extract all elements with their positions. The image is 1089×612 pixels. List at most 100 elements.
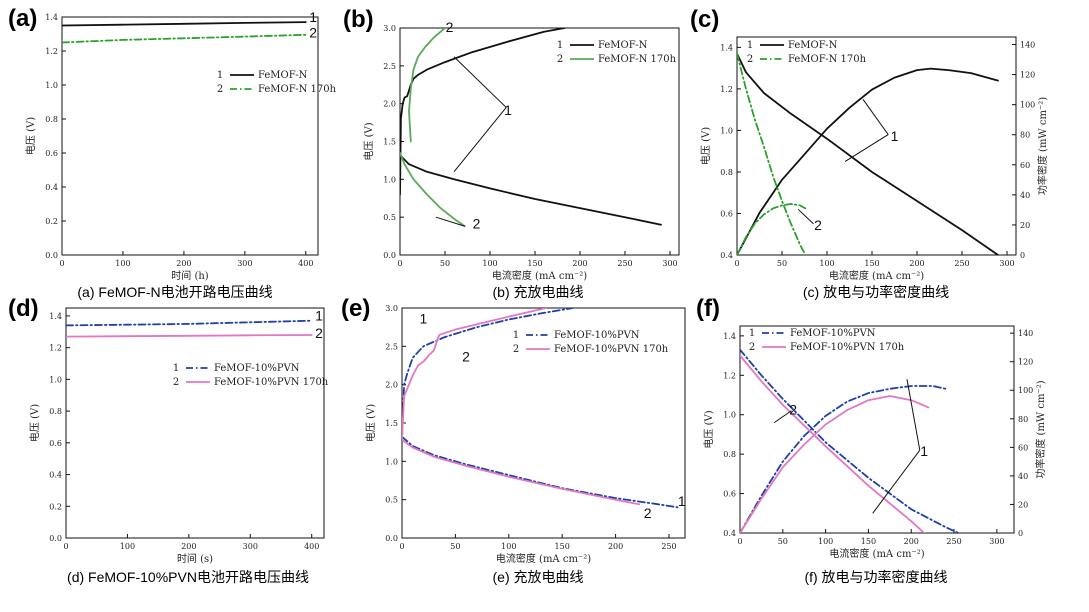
y2-tick-label: 0: [1020, 251, 1025, 260]
legend-label: FeMOF-10%PVN 170h: [214, 377, 329, 388]
series-line-1-0: [66, 319, 313, 327]
panel-letter: (a): [8, 5, 37, 32]
x-tick-label: 200: [176, 259, 191, 268]
series-line-1-0: [737, 52, 999, 255]
annotation-leader: [435, 216, 465, 227]
y2-tick-label: 120: [1020, 71, 1035, 80]
chart-panel-1: 0 100 200 300 400 0.0 0.2 0.4 0.6 0.8 1.0 1.2 1.4 时间 …: [8, 5, 337, 300]
series-line-1-1: [740, 385, 947, 533]
annotation-leader: [797, 208, 814, 225]
series-line-2-3: [737, 202, 807, 255]
y-axis-label: 电压 (V): [28, 404, 41, 442]
x-tick-label: 250: [954, 259, 969, 268]
legend-tag: 1: [557, 40, 563, 51]
legend-label: FeMOF-N: [598, 40, 648, 51]
x-tick-label: 0: [397, 259, 402, 268]
panel-letter: (d): [8, 295, 39, 322]
panel-letter: (b): [343, 6, 374, 33]
y-tick-label: 1.0: [385, 457, 398, 466]
series-line-2-3: [402, 438, 640, 506]
y2-tick-label: 40: [1020, 191, 1030, 200]
y-tick-label: 1.4: [720, 43, 733, 52]
legend-label: FeMOF-10%PVN: [214, 363, 300, 374]
y-tick-label: 1.5: [383, 138, 396, 147]
y-tick-label: 1.2: [720, 85, 733, 94]
series-line-1-0: [740, 348, 960, 533]
legend-tag: 1: [173, 363, 179, 374]
annotation-leader: [453, 56, 507, 108]
x-tick-label: 300: [999, 259, 1014, 268]
plot-frame: [739, 325, 1015, 534]
series-line-2-1: [66, 334, 313, 338]
series-line-2-3: [740, 395, 930, 533]
y-tick-label: 1.2: [45, 47, 58, 56]
x-tick-label: 250: [946, 537, 961, 546]
legend-tag: 2: [173, 377, 179, 388]
plot-frame: [61, 16, 319, 256]
chart-panel-3: 0 50 100 150 200 250 300 0.4 0.6 0.8 1.0 1.2 1.4 0 20 4…: [690, 6, 1049, 300]
y-tick-label: 3.0: [385, 304, 398, 313]
y2-tick-label: 80: [1018, 415, 1028, 424]
legend-label: FeMOF-N: [258, 70, 308, 81]
legend-tag: 2: [217, 84, 223, 95]
legend-label: FeMOF-10%PVN: [554, 330, 640, 341]
y-tick-label: 1.5: [385, 419, 398, 428]
y-tick-label: 0.8: [720, 168, 733, 177]
y-tick-label: 0.2: [49, 502, 62, 511]
y-tick-label: 0.0: [49, 534, 62, 543]
legend-tag: 1: [217, 70, 223, 81]
panel-caption: (a) FeMOF-N电池开路电压曲线: [77, 284, 272, 300]
annotation-leader: [844, 134, 889, 162]
plot-frame: [401, 307, 686, 539]
panel-caption: (f) 放电与功率密度曲线: [804, 569, 947, 585]
y-tick-label: 1.4: [723, 332, 736, 341]
y2-tick-label: 140: [1020, 41, 1035, 50]
y2-tick-label: 80: [1020, 131, 1030, 140]
curve-annotation: 1: [419, 310, 427, 326]
series-line-1-1: [402, 435, 679, 509]
x-tick-label: 100: [819, 259, 834, 268]
x-axis-label: 时间 (h): [171, 269, 209, 282]
panel-letter: (e): [341, 295, 370, 322]
y-tick-label: 0.8: [45, 115, 58, 124]
curve-annotation: 2: [644, 505, 652, 521]
curve-annotation: 2: [473, 216, 481, 232]
y-axis-label: 电压 (V): [24, 117, 37, 155]
series-line-2-2: [402, 308, 548, 440]
x-tick-label: 0: [63, 542, 68, 551]
x-axis-label: 电流密度 (mA cm⁻²): [496, 552, 591, 565]
y-tick-label: 3.0: [383, 24, 396, 33]
plot-frame: [65, 307, 325, 539]
x-tick-label: 100: [482, 259, 497, 268]
x-tick-label: 0: [399, 542, 404, 551]
x-tick-label: 0: [737, 537, 742, 546]
y2-tick-label: 60: [1018, 443, 1028, 452]
legend-tag: 2: [557, 54, 563, 65]
y-tick-label: 0.5: [385, 496, 398, 505]
y-axis-label: 电压 (V): [699, 127, 712, 165]
legend-tag: 2: [747, 54, 753, 65]
x-tick-label: 100: [120, 542, 135, 551]
y-tick-label: 1.0: [45, 81, 58, 90]
x-tick-label: 400: [298, 259, 313, 268]
y-tick-label: 2.0: [385, 381, 398, 390]
x-axis-label: 电流密度 (mA cm⁻²): [829, 547, 924, 560]
panel-caption: (b) 充放电曲线: [493, 284, 584, 300]
curve-annotation: 2: [446, 19, 454, 35]
y-tick-label: 0.4: [45, 183, 58, 192]
legend-tag: 2: [513, 344, 519, 355]
x-tick-label: 100: [501, 542, 516, 551]
chart-panel-6: 0 50 100 150 200 250 300 0.4 0.6 0.8 1.0 1.2 1.4 0 20 4…: [696, 295, 1047, 585]
x-tick-label: 0: [734, 259, 739, 268]
panel-letter: (f): [696, 295, 720, 322]
y-tick-label: 0.6: [49, 439, 62, 448]
legend-label: FeMOF-N 170h: [788, 54, 867, 65]
legend-label: FeMOF-N 170h: [258, 84, 337, 95]
x-tick-label: 300: [989, 537, 1004, 546]
panel-caption: (c) 放电与功率密度曲线: [803, 284, 949, 300]
y-tick-label: 1.2: [49, 344, 62, 353]
y-tick-label: 0.0: [383, 251, 396, 260]
chart-panel-2: 0 50 100 150 200 250 300 0.0 0.5 1.0 1.5 2.0 2.5 3.0 电…: [343, 6, 680, 300]
y2-tick-label: 20: [1020, 221, 1030, 230]
